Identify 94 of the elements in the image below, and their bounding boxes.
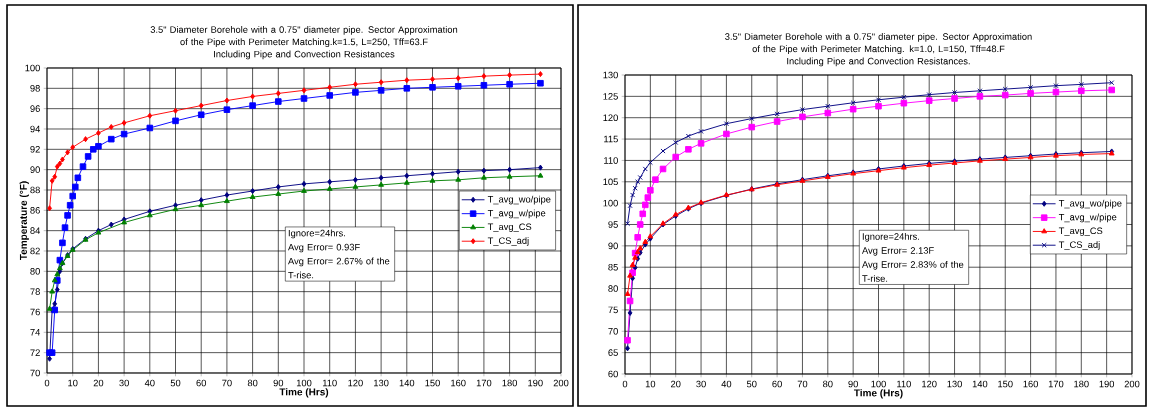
annotation: Avg Error= 0.93F	[288, 243, 360, 253]
y-tick-label: 78	[30, 288, 40, 295]
y-tick-label: 70	[608, 327, 618, 335]
chart-title: 3.5" Diameter Borehole with a 0.75" diameter pipe. Sector Approximation of the Pipe with Perimeter Matching.k=1.5, L=250, Tff=63.F	[150, 26, 458, 48]
y-tick-label: 95	[608, 221, 618, 228]
chart-subtitle: Including Pipe and Convection Resistances.	[787, 57, 970, 67]
x-tick-label: 190	[528, 379, 543, 387]
y-tick-label: 74	[30, 329, 41, 336]
x-tick-label: 90	[848, 380, 858, 388]
y-tick-label: 82	[30, 247, 40, 255]
x-tick-label: 200	[553, 379, 569, 387]
x-tick-label: 80	[823, 380, 833, 388]
x-tick-label: 160	[451, 379, 466, 387]
x-tick-label: 130	[374, 379, 389, 387]
y-tick-label: 98	[30, 85, 40, 92]
x-axis-title: Time (Hrs)	[279, 388, 329, 398]
y-tick-label: 88	[30, 186, 40, 194]
y-tick-label: 65	[608, 349, 618, 356]
annotation: Avg Error= 2.83% of the T-rise.	[862, 260, 964, 282]
x-tick-label: 110	[322, 379, 337, 387]
x-tick-label: 200	[1124, 380, 1140, 388]
y-tick-label: 130	[603, 71, 618, 79]
y-tick-label: 70	[30, 369, 40, 377]
x-tick-label: 100	[871, 380, 886, 388]
x-tick-label: 90	[273, 379, 284, 387]
y-axis-title: Temperature (°F)	[19, 181, 29, 261]
y-tick-label: 60	[608, 370, 618, 378]
x-tick-label: 120	[348, 379, 363, 387]
chart-subtitle: Including Pipe and Convection Resistances	[214, 50, 395, 60]
annotation: Ignore=24hrs.	[862, 232, 919, 242]
legend-label: T_CS_adj	[1058, 241, 1100, 250]
x-tick-label: 0	[622, 380, 628, 388]
y-tick-label: 125	[603, 93, 618, 100]
x-tick-label: 150	[998, 380, 1013, 388]
y-tick-label: 72	[30, 349, 40, 356]
x-tick-label: 40	[144, 379, 155, 387]
x-tick-label: 50	[746, 380, 757, 388]
x-tick-label: 80	[247, 379, 258, 387]
y-tick-label: 76	[30, 308, 40, 316]
x-tick-label: 60	[772, 380, 782, 388]
y-tick-label: 86	[30, 207, 40, 214]
y-tick-label: 84	[30, 227, 41, 234]
y-tick-label: 115	[604, 135, 618, 143]
x-tick-label: 50	[170, 379, 181, 387]
y-tick-label: 120	[603, 114, 618, 122]
annotation: Ignore=24hrs.	[288, 229, 345, 239]
y-tick-label: 85	[608, 263, 618, 271]
y-tick-label: 96	[30, 105, 40, 112]
x-tick-label: 70	[797, 380, 808, 388]
x-tick-label: 0	[44, 379, 50, 387]
x-tick-label: 30	[696, 380, 706, 388]
x-tick-label: 120	[922, 380, 937, 388]
x-tick-label: 30	[119, 379, 129, 387]
x-axis-title: Time (Hrs)	[853, 389, 903, 399]
x-tick-label: 20	[670, 380, 681, 388]
legend-label: T_avg_w/pipe	[1058, 213, 1117, 223]
x-tick-label: 70	[222, 379, 232, 387]
x-tick-label: 40	[721, 380, 732, 388]
x-tick-label: 180	[1074, 380, 1089, 388]
x-tick-label: 140	[972, 380, 988, 388]
y-tick-label: 80	[30, 268, 40, 275]
y-tick-label: 105	[603, 178, 618, 186]
x-tick-label: 170	[1048, 380, 1064, 388]
y-tick-label: 90	[608, 242, 618, 250]
chart-title: 3.5" Diameter Borehole with a 0.75" diameter pipe. Sector Approximation of the Pipe with Perimeter Matching. k=1.0, L=150, Tff=48.F	[725, 33, 1032, 55]
legend-label: T_avg_CS	[487, 223, 532, 232]
legend-label: T_avg_wo/pipe	[1058, 199, 1122, 209]
annotation: Avg Error= 2.13F	[862, 247, 934, 256]
y-tick-label: 100	[25, 64, 40, 72]
x-tick-label: 10	[68, 379, 78, 387]
x-tick-label: 150	[425, 379, 440, 387]
x-tick-label: 170	[476, 379, 492, 387]
y-tick-label: 90	[30, 166, 40, 173]
x-tick-label: 160	[1023, 380, 1039, 388]
legend-label: T_avg_CS	[1058, 227, 1103, 236]
y-tick-label: 92	[30, 146, 40, 153]
y-tick-label: 100	[603, 199, 618, 207]
x-tick-label: 140	[399, 379, 415, 387]
x-tick-label: 110	[897, 380, 911, 388]
x-tick-label: 130	[947, 380, 962, 388]
y-tick-label: 75	[608, 306, 618, 314]
y-tick-label: 110	[604, 157, 618, 164]
y-tick-label: 80	[608, 285, 618, 292]
legend-label: T_avg_wo/pipe	[487, 195, 551, 205]
x-tick-label: 20	[93, 379, 104, 387]
y-tick-label: 94	[30, 125, 41, 133]
x-tick-label: 10	[645, 380, 656, 388]
x-tick-label: 190	[1099, 380, 1115, 388]
x-tick-label: 100	[296, 379, 312, 387]
legend-label: T_CS_adj	[487, 237, 529, 246]
legend-label: T_avg_w/pipe	[487, 209, 546, 219]
x-tick-label: 60	[196, 379, 207, 387]
x-tick-label: 180	[502, 379, 518, 387]
annotation: Avg Error= 2.67% of the T-rise.	[288, 257, 390, 279]
